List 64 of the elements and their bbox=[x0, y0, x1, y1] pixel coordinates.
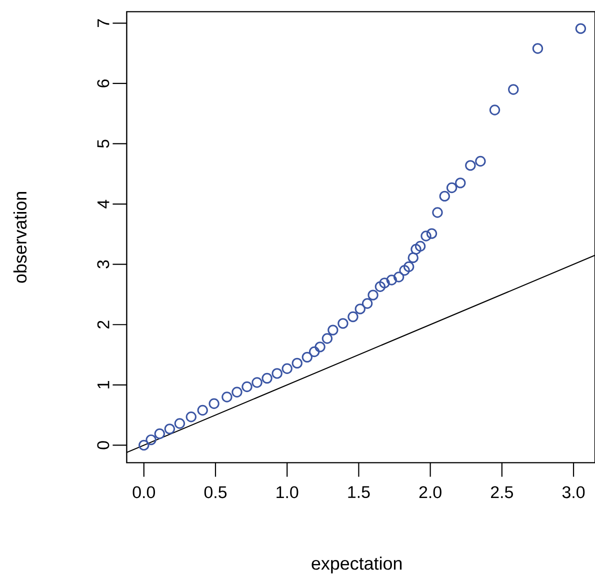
point bbox=[508, 84, 519, 95]
x-tick-label: 0.5 bbox=[204, 486, 227, 498]
point bbox=[439, 190, 450, 202]
x-tick-label: 1.0 bbox=[276, 486, 298, 498]
point bbox=[368, 290, 378, 300]
point bbox=[164, 424, 176, 434]
point bbox=[374, 281, 386, 292]
y-tick-label: 6 bbox=[97, 79, 110, 88]
x-tick-label: 1.5 bbox=[348, 486, 370, 498]
point bbox=[420, 230, 432, 242]
point bbox=[410, 244, 422, 255]
point bbox=[432, 207, 443, 218]
point bbox=[489, 104, 500, 116]
point bbox=[465, 160, 476, 171]
point bbox=[314, 342, 326, 352]
point bbox=[197, 404, 208, 416]
point bbox=[272, 368, 282, 379]
point bbox=[386, 274, 397, 286]
x-tick-label: 2.5 bbox=[491, 486, 513, 498]
y-tick-label: 7 bbox=[98, 19, 110, 27]
point bbox=[328, 324, 338, 336]
y-axis-title: observation bbox=[13, 192, 27, 283]
point bbox=[354, 304, 366, 314]
point bbox=[302, 352, 312, 363]
point bbox=[403, 261, 414, 272]
point bbox=[308, 346, 320, 358]
y-tick-label: 0 bbox=[97, 441, 110, 450]
point bbox=[262, 372, 272, 384]
point bbox=[138, 440, 150, 451]
point bbox=[399, 265, 410, 276]
x-axis-title: expectation bbox=[312, 556, 402, 574]
y-tick-label: 1 bbox=[98, 381, 110, 388]
point bbox=[252, 377, 262, 388]
point bbox=[575, 23, 586, 34]
point bbox=[232, 386, 242, 398]
point bbox=[532, 43, 544, 54]
point bbox=[154, 428, 165, 440]
y-tick-label: 5 bbox=[97, 140, 110, 148]
point bbox=[242, 381, 252, 392]
point bbox=[322, 333, 333, 344]
point bbox=[414, 240, 426, 252]
y-tick-label: 2 bbox=[97, 320, 110, 328]
point bbox=[348, 311, 358, 322]
point bbox=[426, 228, 438, 239]
point bbox=[362, 298, 373, 309]
point bbox=[446, 182, 458, 194]
point bbox=[475, 156, 486, 167]
point bbox=[282, 363, 292, 374]
point bbox=[208, 398, 220, 409]
point bbox=[222, 392, 232, 402]
y-tick-label: 4 bbox=[98, 200, 110, 208]
x-tick-label: 2.0 bbox=[419, 486, 442, 498]
point bbox=[393, 272, 404, 282]
point bbox=[338, 318, 348, 329]
point bbox=[174, 418, 186, 429]
x-tick-label: 3.0 bbox=[562, 486, 585, 498]
x-tick-label: 0.0 bbox=[132, 486, 156, 498]
point bbox=[455, 178, 466, 188]
point bbox=[186, 412, 196, 422]
point bbox=[146, 434, 156, 446]
point bbox=[292, 358, 302, 369]
point bbox=[408, 252, 418, 264]
point bbox=[379, 278, 390, 288]
y-tick-label: 3 bbox=[97, 260, 110, 268]
